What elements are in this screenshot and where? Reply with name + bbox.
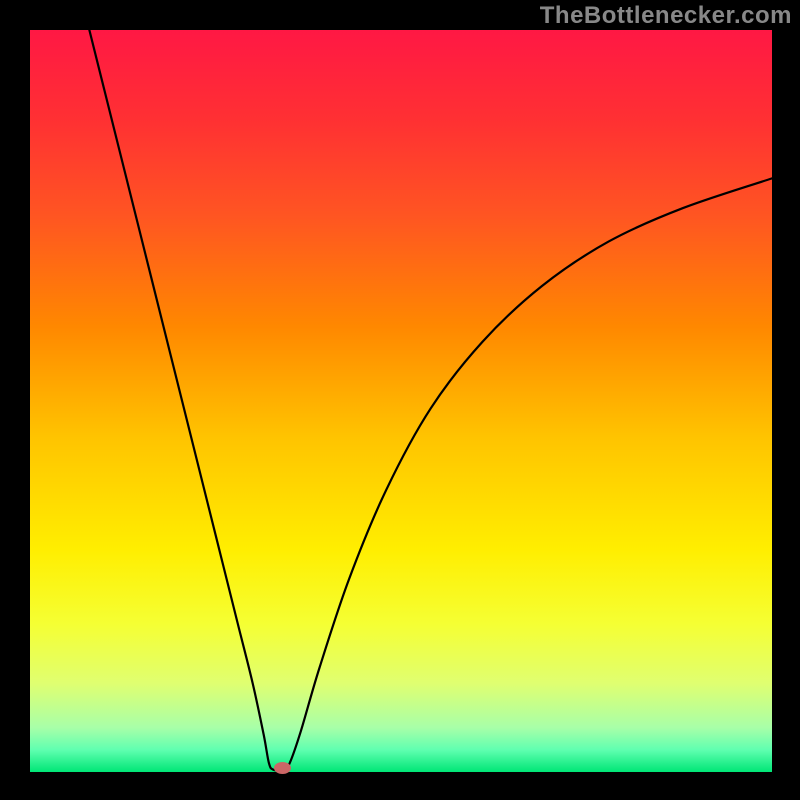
watermark-text: TheBottlenecker.com: [540, 2, 792, 30]
chart-stage: TheBottlenecker.com: [0, 0, 800, 800]
plot-area: [30, 30, 772, 772]
bottleneck-curve-path: [89, 30, 772, 771]
optimal-point-marker: [274, 762, 291, 774]
bottleneck-curve: [30, 30, 772, 772]
